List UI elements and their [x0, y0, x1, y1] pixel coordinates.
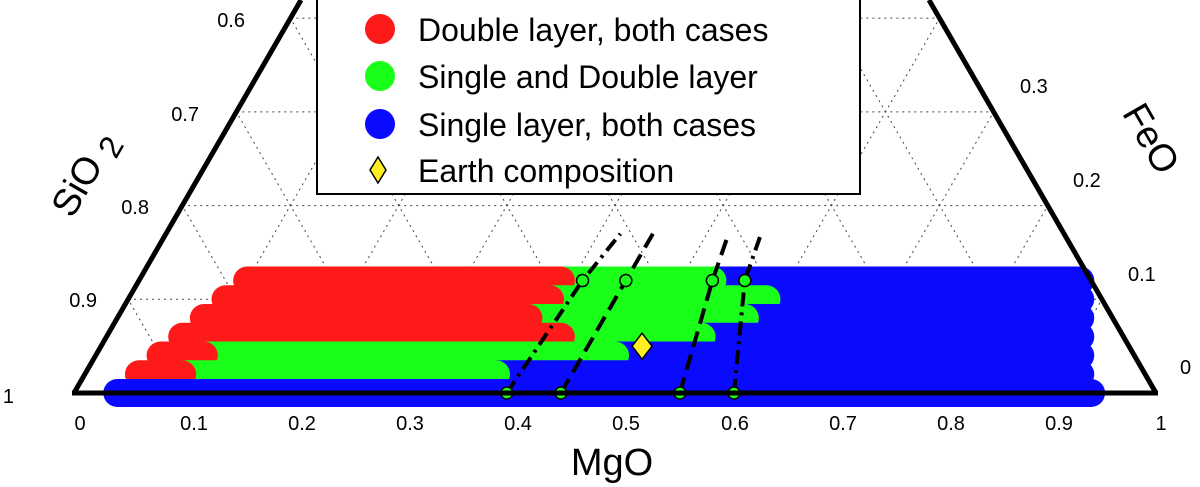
- boundary-marker: [575, 273, 590, 288]
- data-markers: [500, 273, 752, 400]
- tick-label: 0.4: [504, 413, 532, 435]
- tick-label: 0.2: [288, 413, 316, 435]
- boundary-line: [677, 233, 731, 394]
- tick-label: 0.3: [1020, 76, 1048, 98]
- tick-label: 0.1: [180, 413, 208, 435]
- legend-label: Double layer, both cases: [418, 12, 768, 48]
- right-tick-labels: 0.3 0.2 0.1 0: [1020, 76, 1191, 379]
- axis-title-feo: FeO: [1114, 96, 1187, 181]
- legend: Double layer, both cases Single and Doub…: [316, 0, 861, 195]
- legend-marker-single: [365, 109, 395, 139]
- legend-label: Earth composition: [418, 153, 674, 189]
- legend-marker-double: [365, 14, 395, 44]
- tick-label: 0.8: [937, 413, 965, 435]
- tick-label: 0: [74, 413, 85, 435]
- axis-title-sio2: SiO2: [44, 124, 131, 227]
- legend-marker-earth: [369, 155, 387, 185]
- grid-line: [181, 0, 670, 393]
- bottom-tick-labels: 0 0.1 0.2 0.3 0.4 0.5 0.6 0.7 0.8 0.9 1: [74, 413, 1166, 435]
- legend-marker-mixed: [365, 61, 395, 91]
- boundary-marker: [705, 273, 720, 288]
- axis-title-sio2-main: SiO: [44, 148, 112, 224]
- triangle-left-edge: [71, 0, 304, 395]
- tick-label: 0.5: [612, 413, 640, 435]
- grid-line: [560, 0, 1049, 393]
- legend-label: Single and Double layer: [418, 59, 758, 95]
- tick-label: 0.9: [1045, 413, 1073, 435]
- tick-label: 1: [3, 386, 14, 408]
- triangle-right-edge: [926, 0, 1159, 395]
- tick-label: 0.7: [829, 413, 857, 435]
- tick-label: 0.6: [217, 10, 245, 32]
- tick-label: 1: [1155, 413, 1166, 435]
- legend-label: Single layer, both cases: [418, 107, 756, 143]
- region-bands: [103, 266, 1106, 407]
- tick-label: 0.9: [69, 290, 97, 312]
- tick-label: 0.6: [721, 413, 749, 435]
- tick-label: 0.8: [121, 197, 149, 219]
- boundary-marker: [619, 273, 633, 288]
- tick-label: 0.2: [1073, 170, 1101, 192]
- tick-label: 0: [1180, 357, 1191, 379]
- tick-label: 0.3: [396, 413, 424, 435]
- boundary-marker: [738, 273, 752, 288]
- tick-label: 0.7: [171, 104, 199, 126]
- earth-composition-marker: [631, 331, 653, 361]
- triangle-frame: [71, 0, 1159, 396]
- boundary-line: [505, 232, 622, 395]
- axis-title-sio2-subscript: 2: [91, 130, 131, 163]
- legend-box: [316, 0, 861, 195]
- tick-label: 0.1: [1128, 264, 1156, 286]
- left-tick-labels: 0.6 0.7 0.8 0.9 1: [3, 10, 245, 408]
- axis-title-mgo: MgO: [571, 442, 653, 484]
- boundary-line: [732, 233, 763, 394]
